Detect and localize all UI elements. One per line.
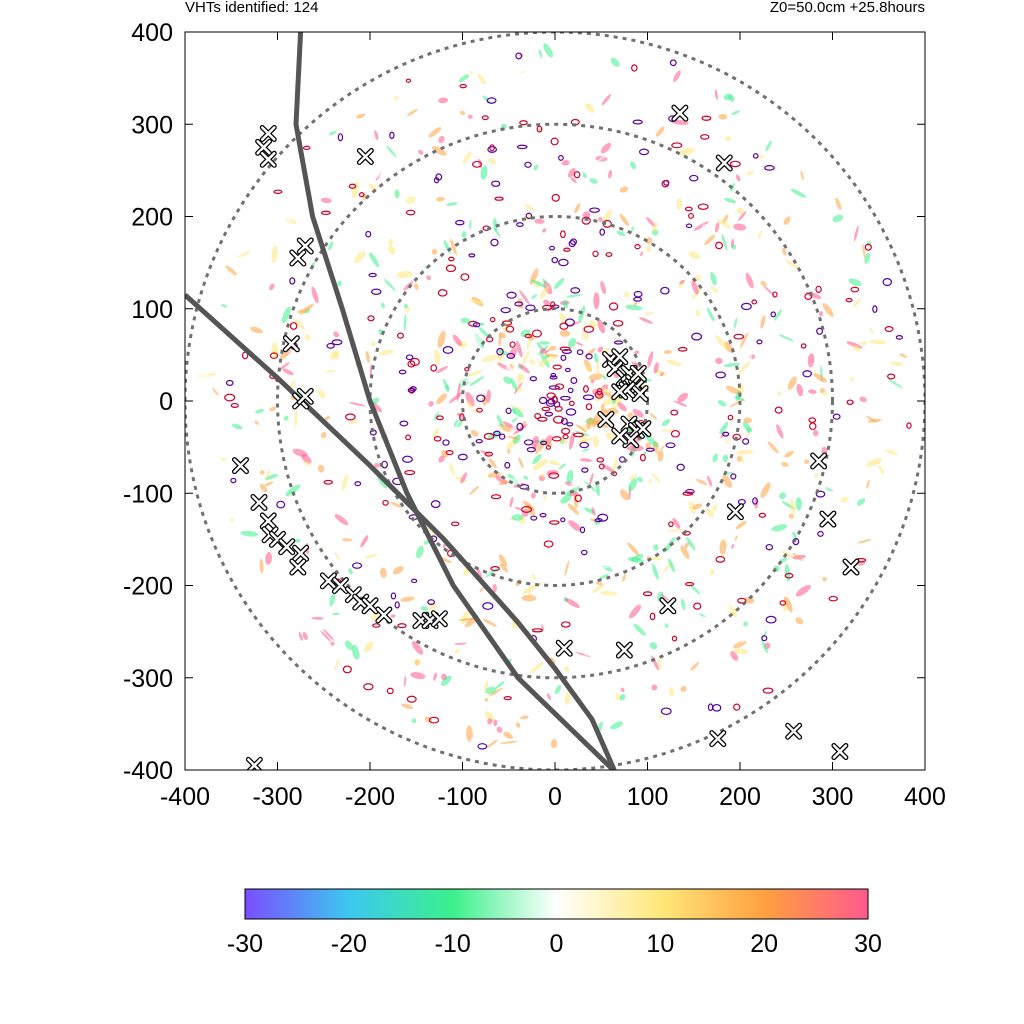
colorbar: [245, 889, 868, 919]
colorbar-tick-label: -20: [331, 930, 367, 958]
colorbar-tick-label: 30: [854, 930, 882, 958]
field-patch: [593, 292, 599, 309]
field-patch: [597, 361, 600, 376]
colorbar-tick-label: -10: [435, 930, 471, 958]
y-tick-label: 100: [131, 296, 173, 324]
y-tick-label: 0: [159, 388, 173, 416]
y-tick-label: -300: [123, 665, 173, 693]
field-patch: [294, 539, 300, 543]
y-tick-label: 200: [131, 204, 173, 232]
x-tick-label: -400: [160, 783, 210, 811]
y-tick-label: -200: [123, 573, 173, 601]
colorbar-tick-label: 0: [550, 930, 564, 958]
x-tick-label: 300: [812, 783, 854, 811]
colorbar-ticks: -30 -20 -10 0 10 20 30: [227, 930, 882, 958]
colorbar-tick-label: 10: [646, 930, 674, 958]
x-tick-label: -200: [345, 783, 395, 811]
height-time-label: Z0=50.0cm +25.8hours: [770, 0, 925, 16]
colorbar-tick-label: -30: [227, 930, 263, 958]
x-tick-label: -100: [437, 783, 487, 811]
x-tick-label: 0: [548, 783, 562, 811]
y-tick-label: -400: [123, 757, 173, 785]
y-tick-label: -100: [123, 480, 173, 508]
field-patch: [585, 366, 592, 372]
x-tick-label: 200: [719, 783, 761, 811]
x-tick-label: -300: [252, 783, 302, 811]
colorbar-tick-label: 20: [750, 930, 778, 958]
x-tick-label: 400: [904, 783, 946, 811]
y-tick-label: 400: [131, 19, 173, 47]
vht-count-label: VHTs identified: 124: [185, 0, 318, 16]
x-tick-label: 100: [627, 783, 669, 811]
field-patch: [796, 497, 802, 510]
y-tick-label: 300: [131, 111, 173, 139]
